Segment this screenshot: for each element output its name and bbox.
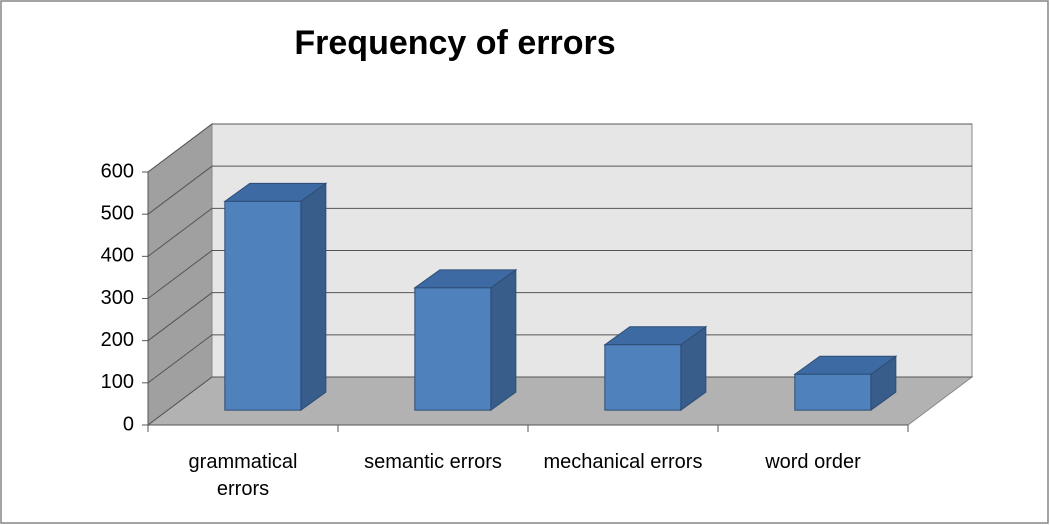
- grid-line: [147, 165, 972, 215]
- bar: [793, 355, 898, 412]
- bar: [223, 182, 328, 412]
- y-tick-label: 600: [101, 160, 134, 182]
- bar-front: [794, 373, 872, 411]
- bar-front: [414, 287, 492, 411]
- y-tick-label: 100: [101, 371, 134, 393]
- x-tick-label: grammatical errors: [188, 451, 298, 500]
- grid-line: [147, 376, 972, 426]
- y-tick-label: 0: [123, 413, 134, 435]
- y-tick-label: 200: [101, 329, 134, 351]
- grid-line: [147, 250, 972, 299]
- y-tick-label: 500: [101, 202, 134, 224]
- bar-side: [300, 182, 327, 412]
- bar-front: [224, 200, 302, 411]
- grid-line: [147, 334, 972, 384]
- x-tick-label: word order: [765, 451, 861, 473]
- x-tick-label: mechanical errors: [543, 451, 703, 473]
- chart-title: Frequency of errors: [294, 24, 615, 62]
- grid-line: [147, 292, 972, 342]
- bar-side: [490, 268, 517, 412]
- grid-line: [147, 123, 972, 173]
- bar: [413, 268, 518, 412]
- grid-line: [147, 207, 972, 257]
- bar-front: [604, 344, 682, 411]
- y-tick-label: 400: [101, 245, 134, 267]
- y-tick-label: 300: [101, 287, 134, 309]
- x-tick-label: semantic errors: [364, 451, 502, 473]
- bar: [603, 325, 708, 412]
